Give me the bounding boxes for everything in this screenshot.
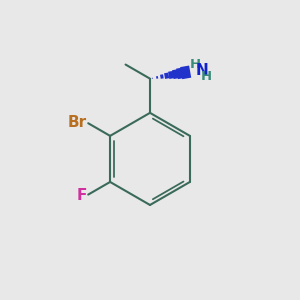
Text: H: H: [201, 70, 212, 83]
Text: Br: Br: [68, 115, 87, 130]
Text: N: N: [196, 63, 209, 78]
Text: H: H: [189, 58, 200, 71]
Text: F: F: [77, 188, 87, 203]
